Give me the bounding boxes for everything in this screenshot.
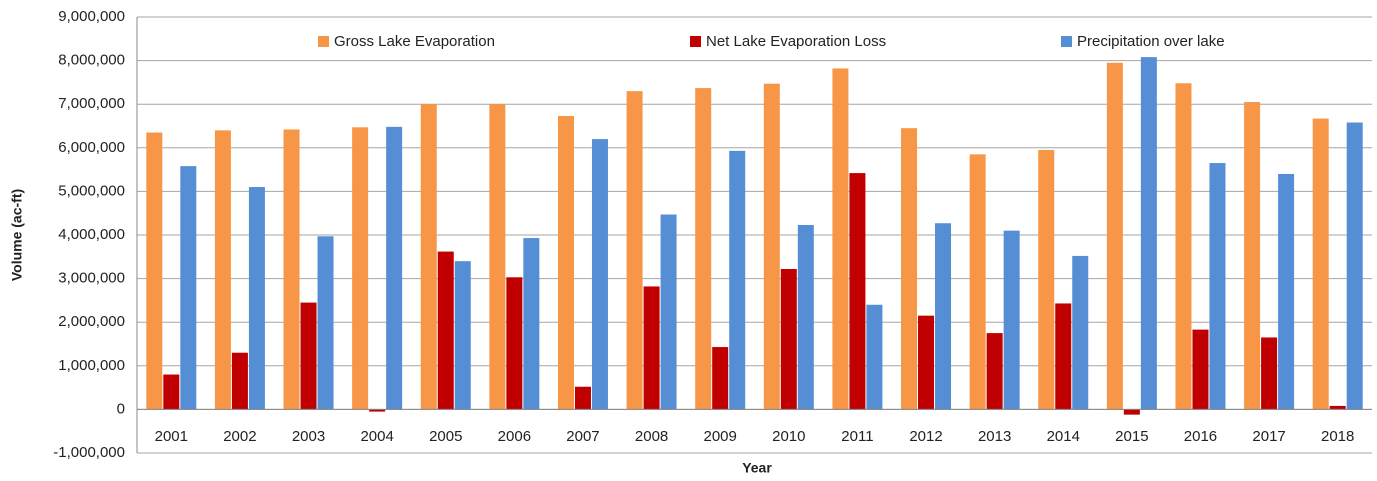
x-tick-label: 2011: [841, 428, 873, 445]
x-tick-label: 2018: [1321, 428, 1354, 445]
bar: [591, 139, 608, 410]
bar: [317, 236, 334, 410]
bar: [574, 386, 591, 410]
bar: [1329, 405, 1346, 410]
bar: [283, 129, 300, 410]
x-tick-label: 2009: [704, 428, 737, 445]
x-tick-label: 2016: [1184, 428, 1217, 445]
bar: [557, 115, 574, 410]
bar: [489, 104, 506, 410]
bar: [832, 68, 849, 410]
bar: [729, 150, 746, 410]
bar: [1106, 62, 1123, 410]
y-tick-label: -1,000,000: [53, 444, 125, 461]
y-tick-label: 1,000,000: [58, 357, 125, 374]
x-axis-title: Year: [742, 460, 772, 476]
legend-label: Net Lake Evaporation Loss: [706, 33, 886, 50]
bar: [643, 286, 660, 410]
bar: [214, 130, 231, 410]
bar: [1072, 255, 1089, 410]
bar: [1346, 122, 1363, 410]
y-tick-label: 7,000,000: [58, 95, 125, 112]
bar: [969, 154, 986, 410]
y-tick-label: 0: [117, 400, 125, 417]
y-tick-label: 8,000,000: [58, 52, 125, 69]
legend-swatch: [318, 36, 329, 47]
bar: [1055, 303, 1072, 410]
x-tick-label: 2017: [1252, 428, 1285, 445]
bar: [231, 352, 248, 410]
bar: [1140, 57, 1157, 410]
bar: [300, 302, 317, 410]
x-tick-label: 2001: [155, 428, 188, 445]
legend-swatch: [1061, 36, 1072, 47]
bar: [712, 347, 729, 410]
bar: [695, 88, 712, 410]
x-tick-label: 2010: [772, 428, 805, 445]
legend-label: Gross Lake Evaporation: [334, 33, 495, 50]
bar: [901, 128, 918, 410]
bar: [1123, 409, 1140, 415]
bar: [626, 91, 643, 410]
bar: [386, 126, 403, 410]
x-tick-label: 2002: [223, 428, 256, 445]
bar: [454, 261, 471, 410]
x-tick-label: 2003: [292, 428, 325, 445]
y-tick-label: 5,000,000: [58, 182, 125, 199]
x-tick-label: 2012: [909, 428, 942, 445]
bar: [918, 315, 935, 410]
bar: [1278, 173, 1295, 410]
y-tick-label: 4,000,000: [58, 226, 125, 243]
bar: [780, 269, 797, 410]
legend-swatch: [690, 36, 701, 47]
bar: [763, 83, 780, 410]
x-tick-label: 2004: [360, 428, 393, 445]
bar: [180, 166, 197, 410]
bar: [352, 127, 369, 410]
bar: [849, 173, 866, 410]
y-tick-label: 6,000,000: [58, 139, 125, 156]
x-tick-label: 2015: [1115, 428, 1148, 445]
y-tick-label: 3,000,000: [58, 270, 125, 287]
bar: [1003, 230, 1020, 410]
bar: [1192, 329, 1209, 410]
y-tick-label: 2,000,000: [58, 313, 125, 330]
bar: [866, 304, 883, 410]
x-tick-label: 2008: [635, 428, 668, 445]
x-tick-label: 2006: [498, 428, 531, 445]
bar: [523, 238, 540, 410]
y-axis-title: Volume (ac-ft): [9, 189, 25, 281]
bar: [1312, 118, 1329, 410]
bar: [146, 132, 163, 410]
bar: [1209, 163, 1226, 410]
bar: [163, 374, 180, 410]
x-tick-label: 2005: [429, 428, 462, 445]
bar: [1175, 83, 1192, 410]
bar: [420, 104, 437, 410]
bar: [1244, 102, 1261, 410]
bar: [986, 333, 1003, 410]
bar: [248, 187, 265, 410]
bar: [935, 223, 952, 410]
bar: [797, 224, 814, 410]
bar: [1038, 149, 1055, 410]
x-tick-label: 2013: [978, 428, 1011, 445]
bar: [660, 214, 677, 410]
bar: [437, 251, 454, 410]
bar: [369, 409, 386, 412]
bar: [506, 277, 523, 410]
y-tick-label: 9,000,000: [58, 8, 125, 25]
x-tick-label: 2014: [1047, 428, 1080, 445]
bar: [1261, 337, 1278, 410]
x-tick-label: 2007: [566, 428, 599, 445]
legend-label: Precipitation over lake: [1077, 33, 1225, 50]
